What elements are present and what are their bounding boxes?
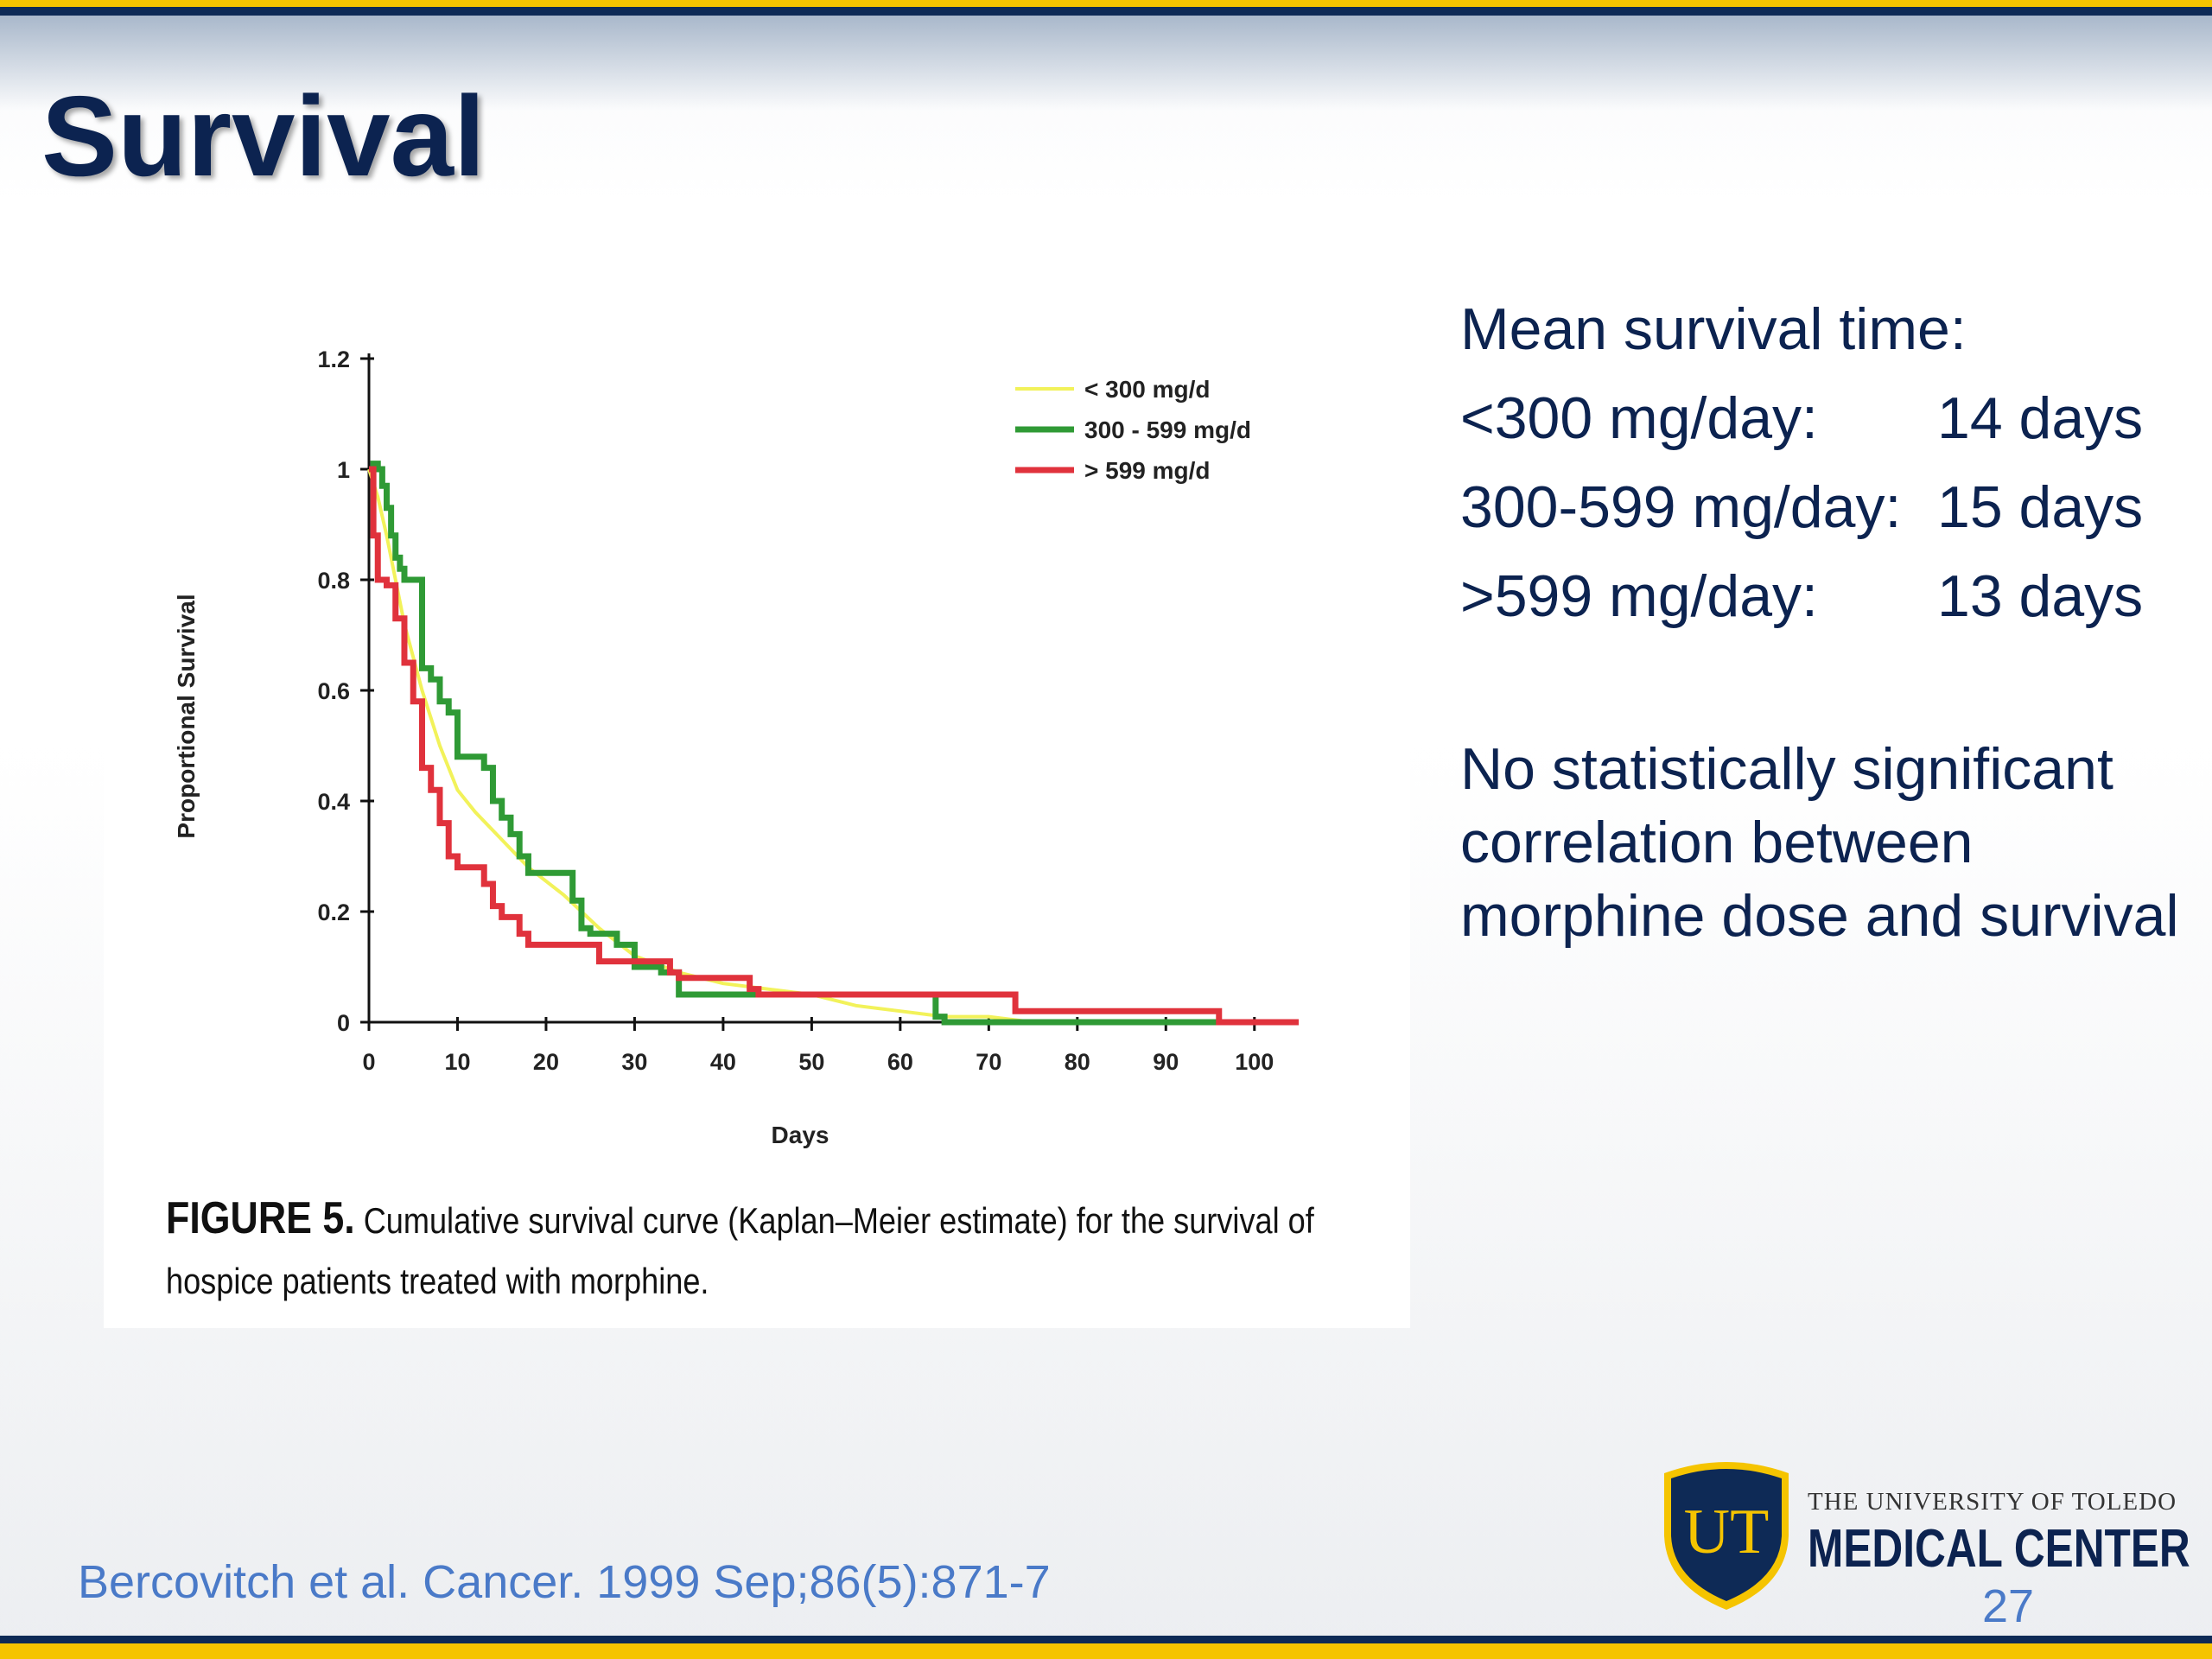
- x-tick-label: 10: [444, 1049, 470, 1075]
- y-tick-label: 0.4: [317, 789, 350, 815]
- x-tick-label: 20: [533, 1049, 559, 1075]
- stats-row-value: 13 days: [1937, 563, 2144, 629]
- figure-caption: FIGURE 5. Cumulative survival curve (Kap…: [166, 1188, 1392, 1312]
- x-tick-label: 30: [621, 1049, 647, 1075]
- series-line: [369, 461, 1237, 1026]
- x-tick-label: 50: [798, 1049, 824, 1075]
- stats-row: <300 mg/day: 14 days: [1460, 374, 2186, 463]
- stats-row-label: <300 mg/day:: [1460, 385, 1818, 451]
- logo-monogram: UT: [1684, 1497, 1770, 1567]
- x-tick-label: 90: [1153, 1049, 1179, 1075]
- bottom-gold-stripe: [0, 1643, 2212, 1659]
- x-axis-label: Days: [772, 1122, 830, 1148]
- x-tick-label: 0: [362, 1049, 375, 1075]
- y-tick-label: 0.8: [317, 568, 350, 594]
- x-tick-label: 80: [1065, 1049, 1090, 1075]
- top-gold-stripe: [0, 0, 2212, 7]
- figure-panel: 0 0.2 0.4 0.6 0.8 1 1.2 0 10 20 30 40 50 60 70 80 90 100 D…: [104, 298, 1410, 1328]
- conclusion-text: No statistically significant correlation…: [1460, 736, 2179, 949]
- mean-survival-stats: Mean survival time: <300 mg/day: 14 days…: [1460, 285, 2186, 641]
- stats-row-value: 15 days: [1937, 474, 2144, 540]
- legend-entry: 300 - 599 mg/d: [1084, 416, 1251, 443]
- page-number: 27: [1982, 1580, 2035, 1632]
- logo-line2: MEDICAL CENTER: [1808, 1519, 2190, 1579]
- x-tick-label: 60: [887, 1049, 913, 1075]
- legend-entry: > 599 mg/d: [1084, 457, 1211, 484]
- y-tick-label: 0.6: [317, 678, 350, 704]
- y-tick-label: 0: [337, 1010, 350, 1036]
- y-tick-label: 0.2: [317, 899, 350, 925]
- figure-label: FIGURE 5.: [166, 1193, 355, 1243]
- stats-row-label: >599 mg/day:: [1460, 563, 1818, 629]
- citation: Bercovitch et al. Cancer. 1999 Sep;86(5)…: [78, 1556, 1051, 1608]
- logo-wordmark: THE UNIVERSITY OF TOLEDO MEDICAL CENTER: [1808, 1488, 2212, 1580]
- stats-row-label: 300-599 mg/day:: [1460, 474, 1902, 540]
- ut-shield-logo: UT: [1664, 1462, 1789, 1610]
- series-line: [367, 468, 1229, 1024]
- series-line: [369, 466, 1299, 1026]
- figure-caption-text: Cumulative survival curve (Kaplan–Meier …: [166, 1200, 1314, 1301]
- x-tick-label: 40: [710, 1049, 736, 1075]
- slide-title: Survival: [41, 73, 486, 200]
- y-tick-label: 1: [337, 457, 350, 483]
- header-gradient: [0, 16, 2212, 111]
- stats-row: 300-599 mg/day: 15 days: [1460, 463, 2186, 552]
- stats-row: >599 mg/day: 13 days: [1460, 552, 2186, 641]
- top-navy-stripe: [0, 7, 2212, 16]
- x-tick-label: 70: [976, 1049, 1001, 1075]
- y-tick-label: 1.2: [317, 346, 350, 372]
- stats-row-value: 14 days: [1937, 385, 2144, 451]
- x-tick-label: 100: [1235, 1049, 1274, 1075]
- logo-line1: THE UNIVERSITY OF TOLEDO: [1808, 1488, 2177, 1516]
- stats-heading: Mean survival time:: [1460, 296, 1967, 362]
- legend-entry: < 300 mg/d: [1084, 376, 1211, 403]
- survival-chart: 0 0.2 0.4 0.6 0.8 1 1.2 0 10 20 30 40 50 60 70 80 90 100 D…: [173, 346, 1299, 1148]
- y-axis-label: Proportional Survival: [173, 594, 200, 838]
- bottom-navy-stripe: [0, 1636, 2212, 1643]
